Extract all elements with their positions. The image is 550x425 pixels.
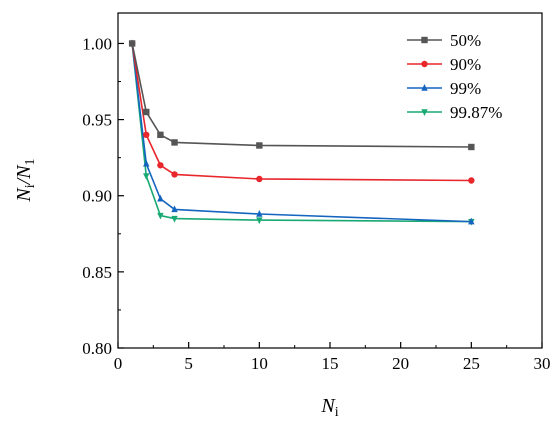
y-tick-label: 0.80: [82, 339, 112, 358]
data-point: [171, 215, 178, 223]
series-99%: [128, 39, 475, 225]
legend-item: 99.87%: [407, 103, 502, 122]
y-tick-label: 0.90: [82, 187, 112, 206]
y-tick-label: 0.95: [82, 111, 112, 130]
x-tick-label: 5: [184, 354, 193, 373]
x-tick-label: 10: [251, 354, 268, 373]
data-point: [468, 217, 475, 225]
legend: 50% 90% 99% 99.87%: [407, 31, 502, 122]
legend-marker: [421, 109, 428, 116]
y-tick-label: 0.85: [82, 263, 112, 282]
data-point: [468, 143, 475, 151]
x-tick-label: 20: [392, 354, 409, 373]
x-tick-label: 15: [322, 354, 339, 373]
legend-label: 99.87%: [450, 103, 502, 122]
legend-label: 90%: [450, 55, 481, 74]
series-99.87%: [128, 40, 475, 226]
data-point: [256, 217, 263, 225]
data-point: [171, 205, 178, 213]
x-tick-label: 25: [463, 354, 480, 373]
legend-item: 99%: [407, 79, 481, 98]
series-layer: [128, 39, 475, 226]
y-tick-label: 1.00: [82, 34, 112, 53]
series-50%: [128, 40, 475, 151]
x-axis-ticks: 0 5 10 15 20 25 30: [114, 342, 550, 373]
x-tick-label: 0: [114, 354, 123, 373]
legend-marker: [421, 84, 428, 91]
data-point: [143, 159, 150, 167]
series-line: [131, 43, 472, 223]
data-point: [143, 108, 150, 116]
data-point: [468, 177, 475, 184]
series-line: [131, 43, 472, 182]
x-axis-label: Ni: [320, 395, 338, 420]
series-90%: [128, 40, 475, 184]
legend-marker: [421, 36, 428, 44]
data-point: [171, 171, 178, 178]
legend-label: 99%: [450, 79, 481, 98]
data-point: [256, 175, 263, 183]
legend-label: 50%: [450, 31, 481, 50]
legend-item: 50%: [407, 31, 481, 50]
data-point: [256, 142, 263, 149]
data-point: [157, 131, 164, 139]
data-point: [256, 210, 263, 217]
data-point: [157, 162, 164, 169]
data-point: [157, 194, 164, 202]
legend-item: 90%: [407, 55, 481, 74]
y-axis-label: Ni/N1: [13, 158, 38, 202]
series-line: [131, 43, 472, 148]
y-axis-ticks: 0.80 0.85 0.90 0.95 1.00: [82, 34, 124, 358]
legend-marker: [421, 60, 428, 68]
data-point: [143, 173, 150, 180]
data-point: [157, 212, 164, 220]
data-point: [143, 131, 150, 139]
series-line: [131, 43, 472, 223]
data-point: [128, 40, 136, 47]
x-tick-label: 30: [534, 354, 550, 373]
data-point: [171, 139, 178, 146]
